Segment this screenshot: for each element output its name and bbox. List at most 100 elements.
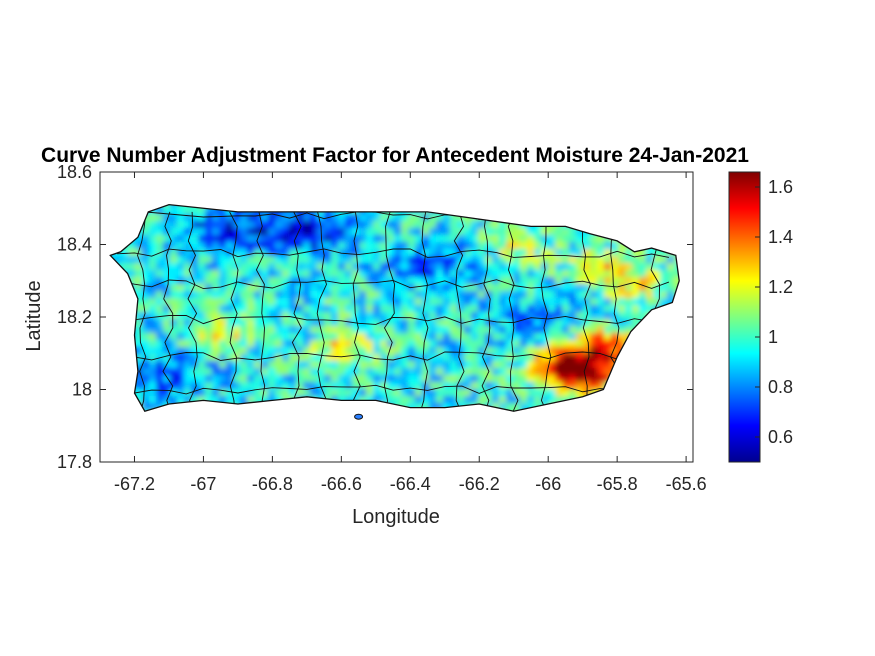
moisture-cell (289, 375, 297, 383)
moisture-cell (163, 347, 171, 355)
moisture-cell (436, 354, 444, 362)
moisture-cell (345, 368, 353, 376)
moisture-cell (310, 221, 318, 229)
moisture-cell (163, 204, 171, 208)
moisture-cell (296, 375, 304, 383)
moisture-cell (338, 228, 346, 236)
moisture-cell (212, 256, 220, 264)
moisture-cell (429, 235, 437, 243)
moisture-cell (268, 263, 276, 271)
moisture-cell (310, 382, 318, 390)
moisture-cell (212, 361, 220, 369)
moisture-cell (618, 256, 626, 264)
moisture-cell (401, 382, 409, 390)
moisture-cell (394, 312, 402, 320)
moisture-cell (583, 333, 591, 341)
moisture-cell (583, 347, 591, 355)
moisture-cell (443, 361, 451, 369)
moisture-cell (387, 368, 395, 376)
moisture-cell (289, 270, 297, 278)
moisture-cell (597, 375, 605, 383)
moisture-cell (485, 235, 493, 243)
moisture-cell (520, 396, 528, 404)
moisture-cell (499, 375, 507, 383)
moisture-cell (324, 284, 332, 292)
moisture-cell (639, 256, 647, 264)
moisture-cell (569, 291, 577, 299)
moisture-cell (576, 242, 584, 250)
moisture-cell (240, 284, 248, 292)
moisture-cell (163, 305, 171, 313)
moisture-cell (268, 375, 276, 383)
moisture-cell (205, 291, 213, 299)
moisture-cell (485, 242, 493, 250)
moisture-cell (149, 235, 157, 243)
moisture-cell (408, 263, 416, 271)
moisture-cell (667, 277, 675, 285)
moisture-cell (548, 242, 556, 250)
moisture-cell (310, 256, 318, 264)
moisture-cell (366, 256, 374, 264)
moisture-cell (233, 298, 241, 306)
moisture-cell (618, 305, 626, 313)
moisture-cell (170, 291, 178, 299)
moisture-cell (338, 326, 346, 334)
moisture-cell (373, 235, 381, 243)
moisture-cell (534, 256, 542, 264)
moisture-cell (212, 396, 220, 404)
moisture-cell (254, 291, 262, 299)
moisture-cell (247, 375, 255, 383)
moisture-cell (604, 256, 612, 264)
moisture-cell (177, 382, 185, 390)
moisture-cell (156, 396, 164, 404)
moisture-cell (506, 256, 514, 264)
moisture-cell (184, 347, 192, 355)
moisture-cell (135, 347, 143, 355)
moisture-cell (261, 221, 269, 229)
moisture-cell (394, 354, 402, 362)
moisture-cell (604, 270, 612, 278)
moisture-cell (429, 312, 437, 320)
moisture-cell (506, 403, 514, 411)
moisture-cell (359, 319, 367, 327)
moisture-cell (646, 249, 654, 257)
moisture-cell (191, 214, 199, 222)
moisture-cell (464, 242, 472, 250)
moisture-cell (296, 361, 304, 369)
moisture-cell (541, 375, 549, 383)
moisture-cell (478, 263, 486, 271)
moisture-cell (198, 347, 206, 355)
moisture-cell (240, 228, 248, 236)
moisture-cell (177, 291, 185, 299)
moisture-cell (331, 368, 339, 376)
moisture-cell (177, 396, 185, 404)
moisture-cell (310, 368, 318, 376)
moisture-cell (597, 242, 605, 250)
moisture-cell (555, 389, 563, 397)
moisture-cell (135, 326, 143, 334)
moisture-cell (660, 256, 668, 264)
x-axis-label: Longitude (352, 506, 440, 528)
y-tick-label: 18.4 (57, 235, 92, 255)
moisture-cell (653, 277, 661, 285)
moisture-cell (513, 242, 521, 250)
moisture-cell (380, 221, 388, 229)
moisture-cell (310, 319, 318, 327)
moisture-cell (184, 382, 192, 390)
moisture-cell (163, 319, 171, 327)
moisture-cell (429, 298, 437, 306)
moisture-cell (170, 235, 178, 243)
moisture-cell (135, 375, 143, 383)
moisture-cell (380, 354, 388, 362)
moisture-cell (226, 347, 234, 355)
moisture-cell (380, 263, 388, 271)
moisture-cell (338, 256, 346, 264)
x-tick-label: -66 (535, 474, 561, 494)
moisture-cell (471, 291, 479, 299)
moisture-cell (513, 347, 521, 355)
moisture-cell (429, 277, 437, 285)
moisture-cell (198, 326, 206, 334)
moisture-cell (625, 277, 633, 285)
moisture-cell (429, 375, 437, 383)
moisture-cell (219, 291, 227, 299)
